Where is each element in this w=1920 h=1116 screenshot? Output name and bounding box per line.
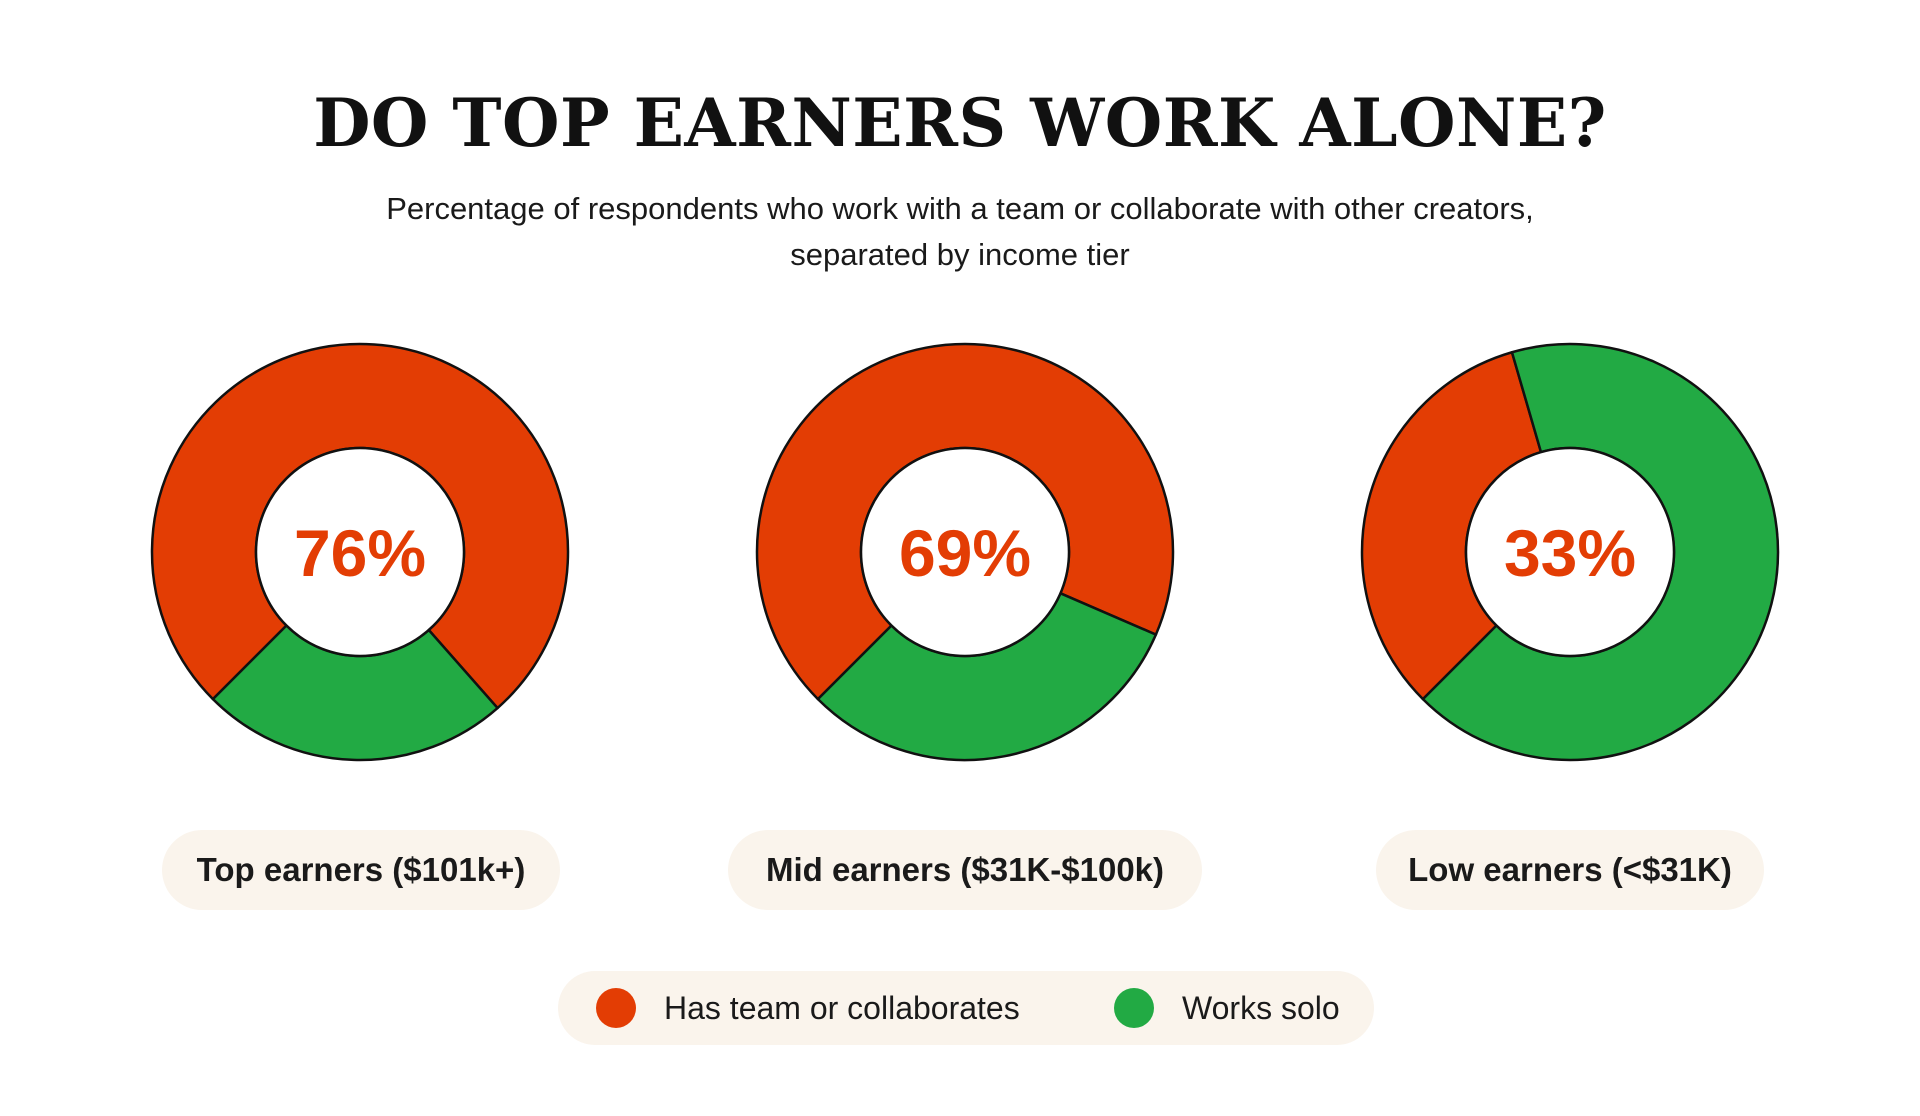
donut-hole xyxy=(1464,446,1676,658)
chart-title: DO TOP EARNERS WORK ALONE? xyxy=(313,84,1607,162)
legend-item-has-team: Has team or collaborates xyxy=(596,971,1020,1045)
category-label-mid-earners: Mid earners ($31K-$100k) xyxy=(728,830,1202,910)
legend-label-works-solo: Works solo xyxy=(1182,989,1340,1026)
center-percentage-label: 33% xyxy=(1504,516,1636,590)
category-label-low-earners: Low earners (<$31K) xyxy=(1376,830,1764,910)
center-percentage-label: 69% xyxy=(899,516,1031,590)
category-label-top-earners: Top earners ($101k+) xyxy=(162,830,560,910)
center-percentage-label: 76% xyxy=(294,516,426,590)
legend-swatch-works-solo xyxy=(1114,988,1154,1028)
legend-item-works-solo: Works solo xyxy=(1114,971,1340,1045)
legend-label-has-team: Has team or collaborates xyxy=(664,989,1020,1026)
legend-swatch-has-team xyxy=(596,988,636,1028)
chart-subtitle: Percentage of respondents who work with … xyxy=(386,191,1534,272)
donut-hole xyxy=(254,446,466,658)
donut-hole xyxy=(859,446,1071,658)
legend: Has team or collaborates Works solo xyxy=(558,971,1374,1045)
